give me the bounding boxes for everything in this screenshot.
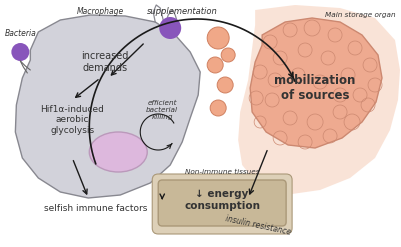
- Circle shape: [217, 77, 233, 93]
- Circle shape: [221, 48, 235, 62]
- Circle shape: [207, 57, 223, 73]
- Text: Non-immune tissues: Non-immune tissues: [185, 169, 259, 175]
- Ellipse shape: [89, 132, 147, 172]
- Circle shape: [207, 27, 229, 49]
- Text: increased
demands: increased demands: [81, 51, 129, 73]
- Text: insulin resistance: insulin resistance: [225, 214, 292, 237]
- FancyBboxPatch shape: [152, 174, 292, 234]
- Text: supplementation: supplementation: [147, 7, 218, 16]
- Circle shape: [11, 43, 29, 61]
- Text: ↓ energy
consumption: ↓ energy consumption: [184, 189, 260, 211]
- Text: efficient
bacterial
killing: efficient bacterial killing: [146, 100, 178, 120]
- Circle shape: [210, 100, 226, 116]
- Text: Main storage organ: Main storage organ: [325, 12, 396, 18]
- Text: Macrophage: Macrophage: [77, 7, 124, 16]
- Text: Bacteria: Bacteria: [4, 29, 36, 38]
- Circle shape: [159, 17, 181, 39]
- Text: Hif1α-induced
aerobic
glycolysis: Hif1α-induced aerobic glycolysis: [41, 105, 104, 135]
- Text: mobilization
of sources: mobilization of sources: [274, 74, 356, 102]
- Text: selfish immune factors: selfish immune factors: [44, 204, 147, 212]
- Polygon shape: [15, 15, 200, 198]
- Polygon shape: [250, 18, 382, 148]
- Polygon shape: [238, 5, 400, 195]
- FancyBboxPatch shape: [158, 180, 286, 226]
